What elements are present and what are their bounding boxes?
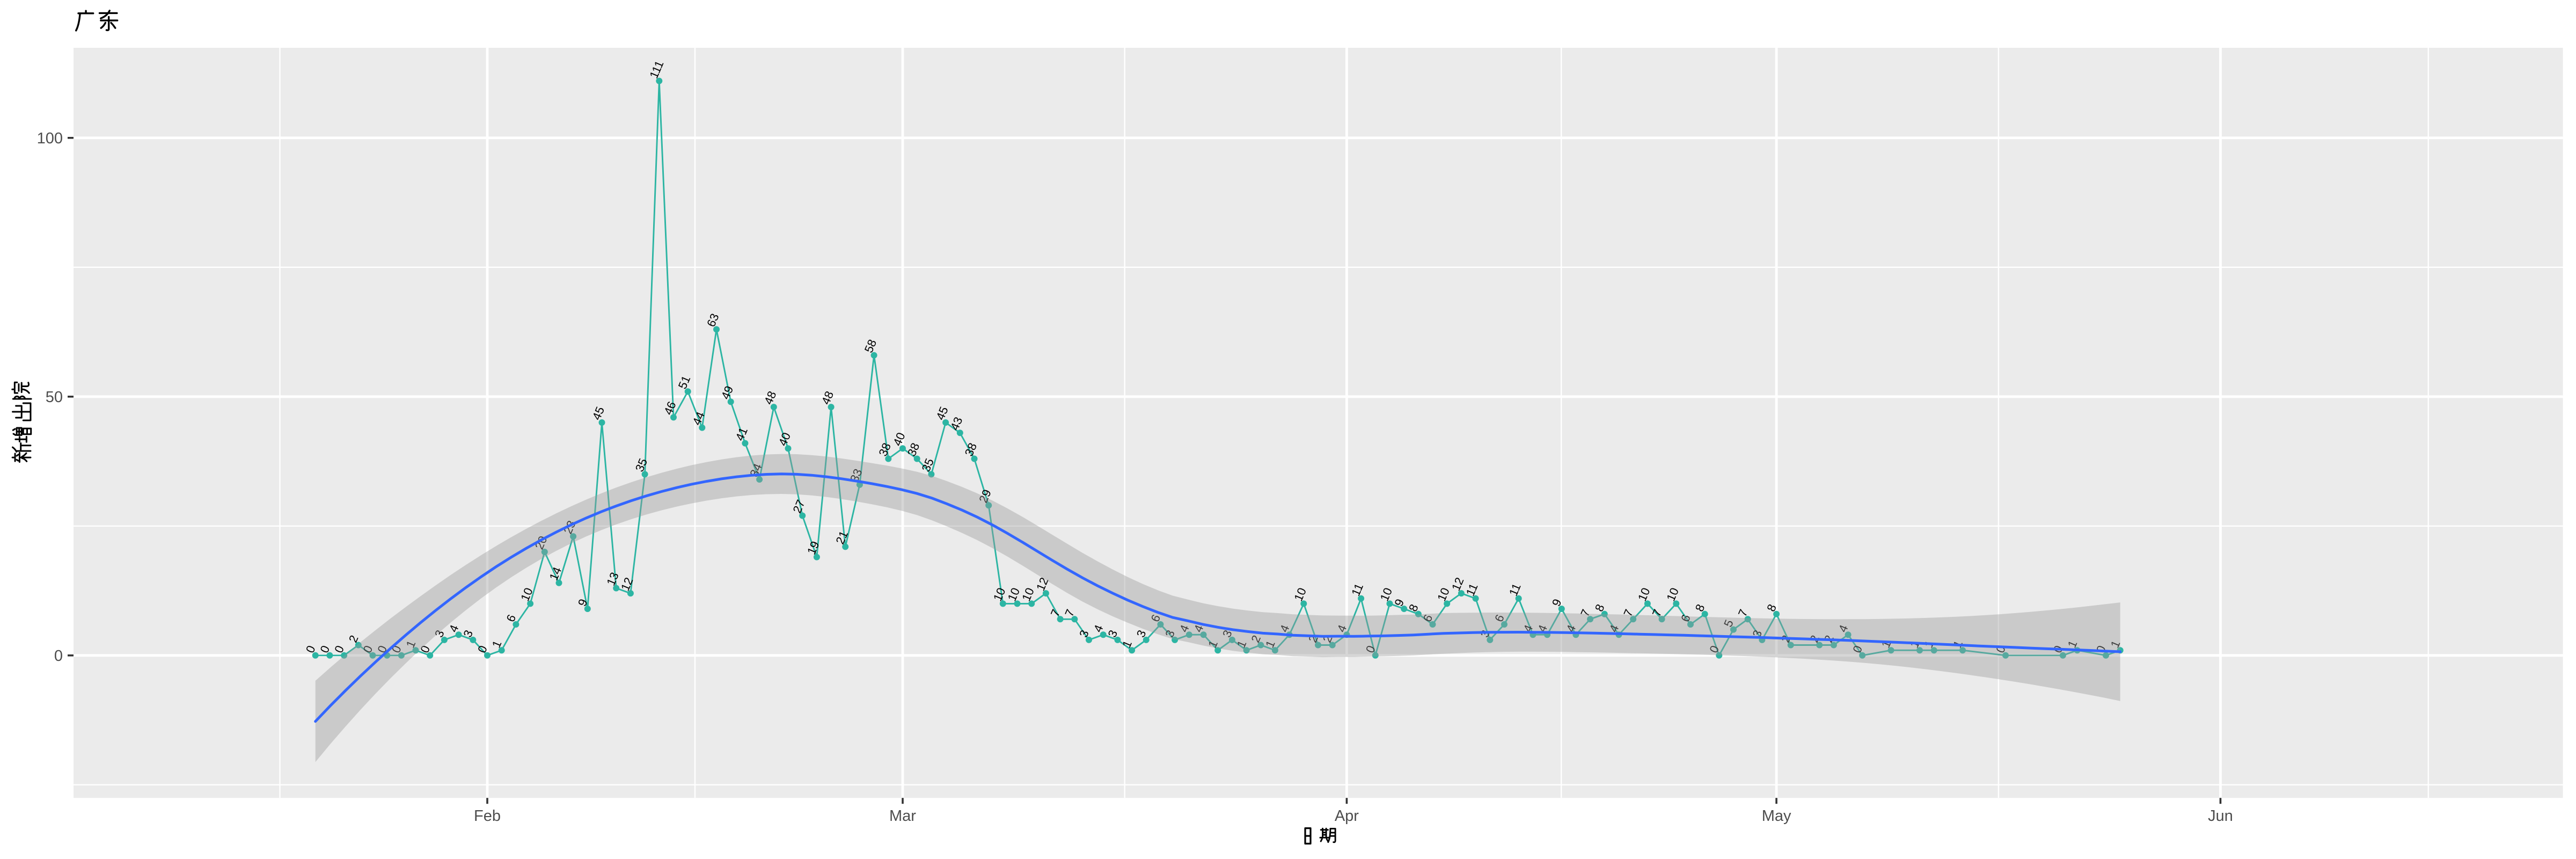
svg-text:Feb: Feb bbox=[474, 807, 501, 825]
svg-text:Mar: Mar bbox=[889, 807, 916, 825]
svg-text:0: 0 bbox=[54, 647, 63, 665]
svg-text:Apr: Apr bbox=[1335, 807, 1359, 825]
svg-text:100: 100 bbox=[37, 130, 63, 147]
svg-text:Jun: Jun bbox=[2208, 807, 2233, 825]
svg-text:May: May bbox=[1762, 807, 1791, 825]
svg-text:50: 50 bbox=[46, 389, 63, 406]
